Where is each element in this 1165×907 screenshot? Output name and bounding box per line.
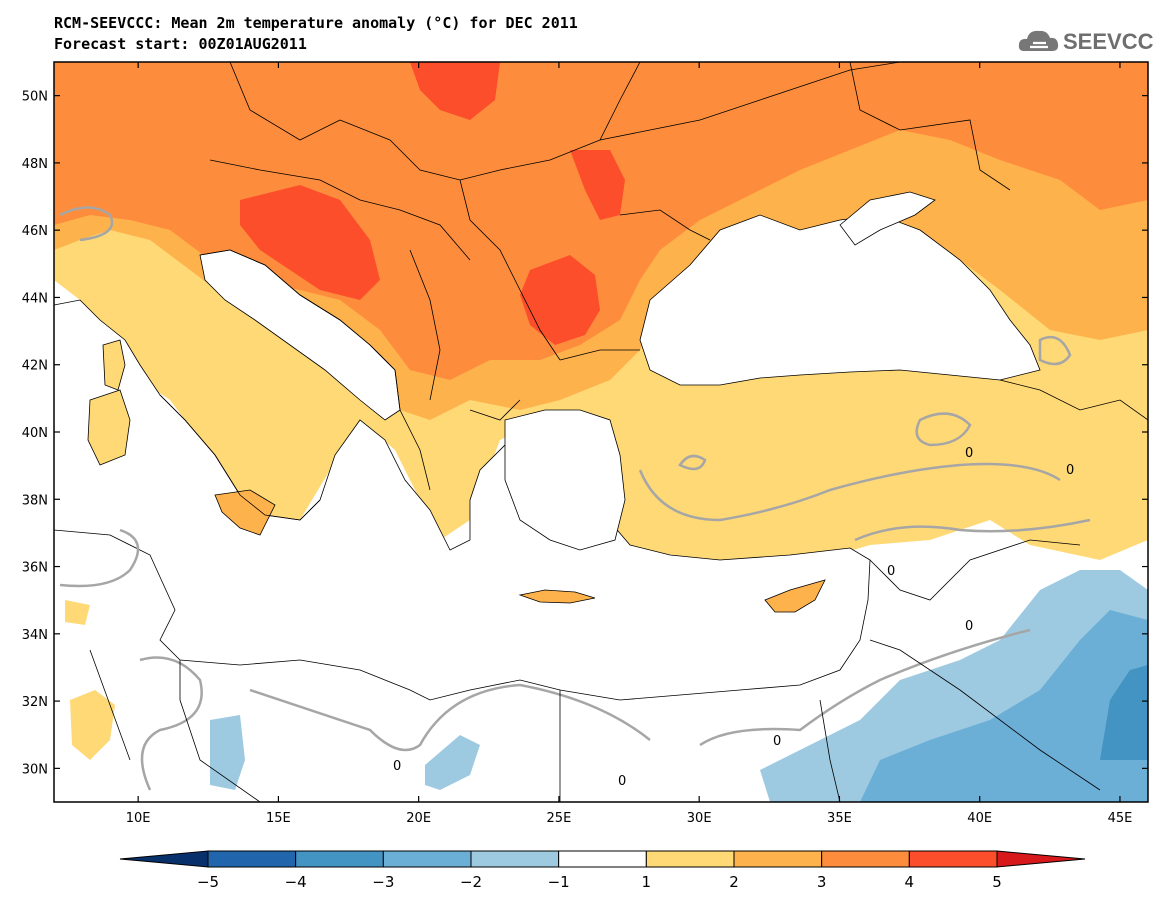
lat-tick-label: 40N	[22, 426, 48, 441]
colorbar-label: −1	[548, 873, 570, 891]
corsica	[102, 339, 126, 391]
colorbar-segment	[558, 850, 647, 868]
lat-tick-label: 46N	[22, 224, 48, 239]
colorbar-label: −4	[285, 873, 307, 891]
colorbar-label: 3	[817, 873, 827, 891]
lat-tick-label: 38N	[22, 493, 48, 508]
coastlines	[159, 249, 431, 521]
colorbar-label: 5	[992, 873, 1002, 891]
black-sea	[639, 214, 1041, 386]
anomaly-region-3-4	[54, 62, 1148, 380]
anomaly-region-4-5-north	[410, 62, 500, 120]
colorbar-low-arrow	[119, 850, 209, 868]
lon-tick-label: 40E	[967, 811, 992, 826]
forecast-start: Forecast start: 00Z01AUG2011	[54, 35, 307, 53]
country-borders	[89, 62, 1148, 802]
lon-tick-label: 20E	[406, 811, 431, 826]
logo-text: SEEVCCC	[1063, 29, 1153, 54]
lon-tick-label: 45E	[1108, 811, 1133, 826]
lon-tick-label: 35E	[827, 811, 852, 826]
lat-tick-label: 36N	[22, 561, 48, 576]
anomaly-region-neg-2-3	[860, 610, 1148, 802]
contour-label: 0	[887, 564, 895, 579]
contour-label: 0	[773, 734, 781, 749]
lat-tick-label: 30N	[22, 762, 48, 777]
lon-tick-label: 30E	[687, 811, 712, 826]
anomaly-region-africa-1	[70, 690, 115, 760]
lon-tick-label: 15E	[266, 811, 291, 826]
colorbar-label: −3	[372, 873, 394, 891]
anomaly-region-neg-egypt	[425, 735, 480, 790]
anomaly-region-4-5-carpathians	[570, 150, 625, 220]
lat-tick-label: 44N	[22, 291, 48, 306]
colorbar-segment	[821, 850, 910, 868]
colorbar-segment	[470, 850, 560, 868]
anomaly-region-neg-3-4	[1100, 665, 1148, 760]
longitude-axis: 10E 15E 20E 25E 30E 35E 40E 45E	[126, 62, 1133, 826]
latitude-axis: 50N 48N 46N 44N 42N 40N 38N 36N 34N 32N 30N	[22, 90, 1148, 777]
colorbar-label: 2	[729, 873, 739, 891]
colorbar-high-arrow	[996, 850, 1086, 868]
colorbar: −5 −4 −3 −2 −1 1 2 3 4 5	[119, 850, 1086, 891]
crete	[518, 589, 596, 604]
colorbar-segment	[645, 850, 735, 868]
cloud-icon	[1018, 30, 1059, 51]
azov-sea	[839, 191, 936, 246]
contour-label: 0	[393, 759, 401, 774]
colorbar-segment	[295, 850, 384, 868]
contour-label: 0	[965, 446, 973, 461]
lon-tick-label: 10E	[126, 811, 151, 826]
aegean-sea	[504, 409, 626, 551]
sardinia	[87, 389, 131, 466]
contour-label: 0	[618, 774, 626, 789]
colorbar-label: 1	[642, 873, 652, 891]
contour-label: 0	[1066, 463, 1074, 478]
anomaly-region-africa-2	[65, 600, 90, 625]
colorbar-label: 4	[905, 873, 915, 891]
colorbar-segment	[382, 850, 472, 868]
colorbar-segment	[908, 850, 998, 868]
anomaly-region-neg-libya	[210, 715, 245, 790]
seevccc-logo: SEEVCCC	[1018, 29, 1153, 54]
contour-label: 0	[965, 619, 973, 634]
lat-tick-label: 32N	[22, 695, 48, 710]
lat-tick-label: 50N	[22, 90, 48, 105]
zero-contours	[59, 206, 1091, 791]
colorbar-segment	[733, 850, 823, 868]
map-title: RCM-SEEVCCC: Mean 2m temperature anomaly…	[54, 14, 578, 32]
sicily	[214, 489, 276, 536]
colorbar-segment	[207, 850, 297, 868]
lon-tick-label: 25E	[547, 811, 572, 826]
map-plot-area: 0 0 0 0 0 0 0	[54, 62, 1148, 802]
colorbar-label: −2	[460, 873, 482, 891]
colorbar-label: −5	[197, 873, 219, 891]
anomaly-region-4-5-balkans	[520, 255, 600, 345]
lat-tick-label: 34N	[22, 628, 48, 643]
lat-tick-label: 48N	[22, 157, 48, 172]
anomaly-region-4-5-alps	[240, 185, 380, 300]
lat-tick-label: 42N	[22, 359, 48, 374]
cyprus	[764, 579, 826, 613]
